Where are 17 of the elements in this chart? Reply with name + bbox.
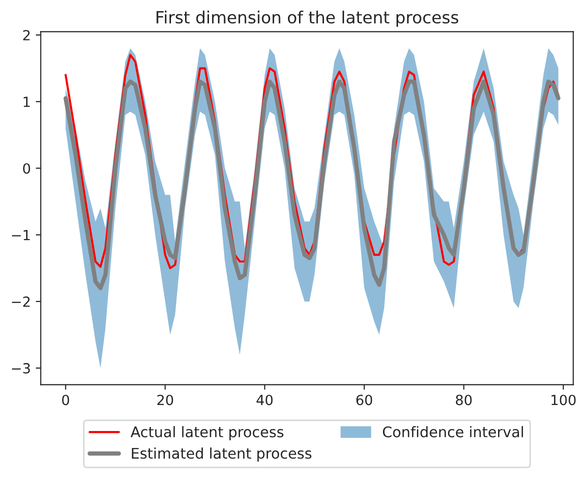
y-tick-label: 2 xyxy=(23,30,30,40)
y-tick-label: 1 xyxy=(24,96,30,107)
legend-label: Actual latent process xyxy=(130,426,284,440)
y-tick-label: −2 xyxy=(12,296,30,307)
legend-label: Estimated latent process xyxy=(132,448,312,462)
line-series xyxy=(64,80,560,290)
x-tick-label: 0 xyxy=(62,394,70,406)
y-tick-label: 0 xyxy=(23,163,30,174)
x-tick-label: 40 xyxy=(256,394,273,406)
x-tick-label: 20 xyxy=(157,394,174,406)
x-tick-label: 80 xyxy=(456,394,472,406)
text: Confidence interval xyxy=(382,426,523,438)
y-tick-label: −3 xyxy=(12,363,30,374)
y-tick-label: −1 xyxy=(12,230,30,240)
x-tick-label: 100 xyxy=(552,394,576,406)
x-tick-label: 60 xyxy=(356,394,372,406)
chart-title: First dimension of the latent process xyxy=(156,10,458,27)
